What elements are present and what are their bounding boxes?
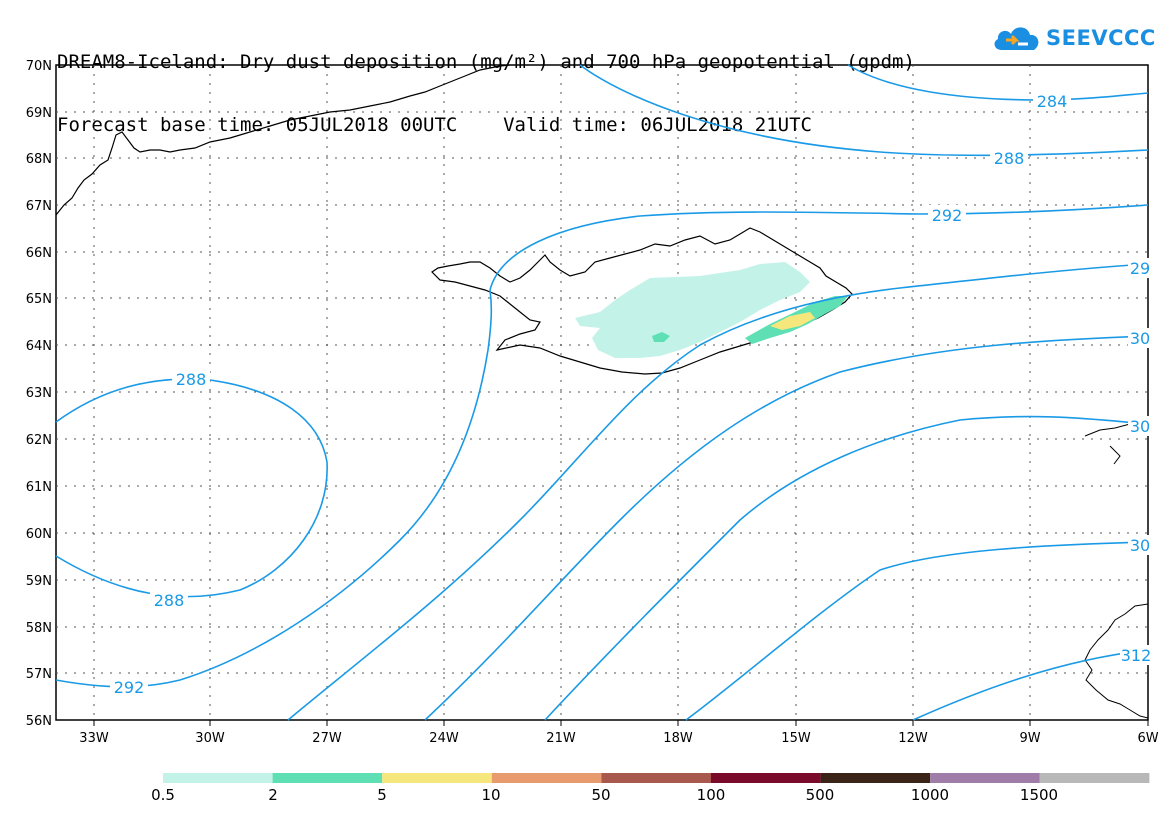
lat-label: 59N	[26, 574, 52, 589]
lat-label: 64N	[26, 339, 52, 354]
lat-label: 61N	[26, 480, 52, 495]
colorbar-segment	[601, 773, 711, 783]
colorbar	[163, 773, 1150, 783]
colorbar-segment	[382, 773, 492, 783]
lon-labels: 33W 30W 27W 24W 21W 18W 15W 12W 9W 6W	[79, 731, 1158, 746]
lat-label: 60N	[26, 527, 52, 542]
contour-284	[847, 64, 1149, 101]
lon-label: 21W	[546, 731, 576, 746]
lat-label: 56N	[26, 714, 52, 729]
colorbar-segment	[491, 773, 602, 783]
contour-label: 30	[1130, 417, 1150, 436]
colorbar-label: 1000	[911, 786, 949, 804]
scotland-coastline	[1084, 603, 1149, 719]
iceland-coastline	[431, 227, 853, 375]
lat-label: 66N	[26, 246, 52, 261]
contour-308	[685, 541, 1149, 721]
seevccc-logo: SEEVCCC	[990, 18, 1156, 58]
contour-292-north	[489, 204, 1149, 291]
cloud-icon	[994, 27, 1039, 50]
geopotential-contours	[55, 64, 1149, 721]
lon-label: 30W	[195, 731, 225, 746]
lat-label: 58N	[26, 621, 52, 636]
lon-label: 15W	[781, 731, 811, 746]
contour-label: 288	[176, 370, 207, 389]
colorbar-label: 50	[591, 786, 610, 804]
lat-labels: 70N 69N 68N 67N 66N 65N 64N 63N 62N 61N …	[26, 59, 52, 729]
lat-label: 67N	[26, 199, 52, 214]
contour-296	[287, 263, 1149, 721]
colorbar-segment	[1039, 773, 1150, 783]
lon-label: 9W	[1019, 731, 1040, 746]
contour-label: 292	[932, 206, 963, 225]
lat-label: 70N	[26, 59, 52, 74]
contour-labels: 284 288 292 29 30 288 288 292 30 30 312	[114, 92, 1152, 697]
lon-label: 33W	[79, 731, 109, 746]
contour-label: 30	[1130, 329, 1150, 348]
lat-grid	[56, 111, 1148, 674]
contour-label: 29	[1130, 259, 1150, 278]
contour-label: 30	[1130, 536, 1150, 555]
map-title: DREAM8-Iceland: Dry dust deposition (mg/…	[57, 10, 915, 157]
contour-label: 292	[114, 678, 145, 697]
colorbar-label: 1500	[1020, 786, 1058, 804]
greenland-coastline	[55, 64, 511, 216]
contour-304	[544, 415, 1149, 721]
colorbar-segment	[711, 773, 821, 783]
lon-grid	[93, 65, 1031, 720]
colorbar-segment	[163, 773, 273, 783]
tick-marks	[93, 720, 1149, 726]
contour-label: 284	[1037, 92, 1068, 111]
lon-label: 27W	[312, 731, 342, 746]
title-line-1: DREAM8-Iceland: Dry dust deposition (mg/…	[57, 51, 915, 73]
lat-label: 68N	[26, 152, 52, 167]
colorbar-label: 100	[697, 786, 726, 804]
lat-label: 62N	[26, 433, 52, 448]
contour-292-west	[55, 289, 493, 688]
lat-label: 65N	[26, 292, 52, 307]
lat-label: 57N	[26, 667, 52, 682]
colorbar-label: 0.5	[151, 786, 175, 804]
lat-label: 69N	[26, 106, 52, 121]
contour-312	[912, 649, 1149, 721]
contour-label-bg	[110, 91, 1152, 697]
colorbar-label: 10	[481, 786, 500, 804]
contour-label: 288	[154, 591, 185, 610]
colorbar-segment	[272, 773, 383, 783]
colorbar-label: 5	[377, 786, 387, 804]
dust-shading	[575, 262, 848, 358]
lat-label: 63N	[26, 386, 52, 401]
lon-label: 18W	[663, 731, 693, 746]
logo-text: SEEVCCC	[1046, 26, 1156, 50]
colorbar-labels: 0.5 2 5 10 50 100 500 1000 1500	[151, 786, 1058, 804]
contour-label: 288	[994, 149, 1025, 168]
colorbar-segment	[820, 773, 931, 783]
contour-288-north	[579, 64, 1149, 157]
lon-label: 6W	[1137, 731, 1158, 746]
title-line-2: Forecast base time: 05JUL2018 00UTC Vali…	[57, 114, 812, 136]
lon-label: 12W	[898, 731, 928, 746]
contour-label: 312	[1121, 646, 1152, 665]
colorbar-label: 2	[268, 786, 278, 804]
colorbar-segment	[930, 773, 1040, 783]
lon-label: 24W	[429, 731, 459, 746]
contour-300	[424, 335, 1149, 721]
contour-288-closed	[55, 378, 328, 598]
colorbar-label: 500	[806, 786, 835, 804]
